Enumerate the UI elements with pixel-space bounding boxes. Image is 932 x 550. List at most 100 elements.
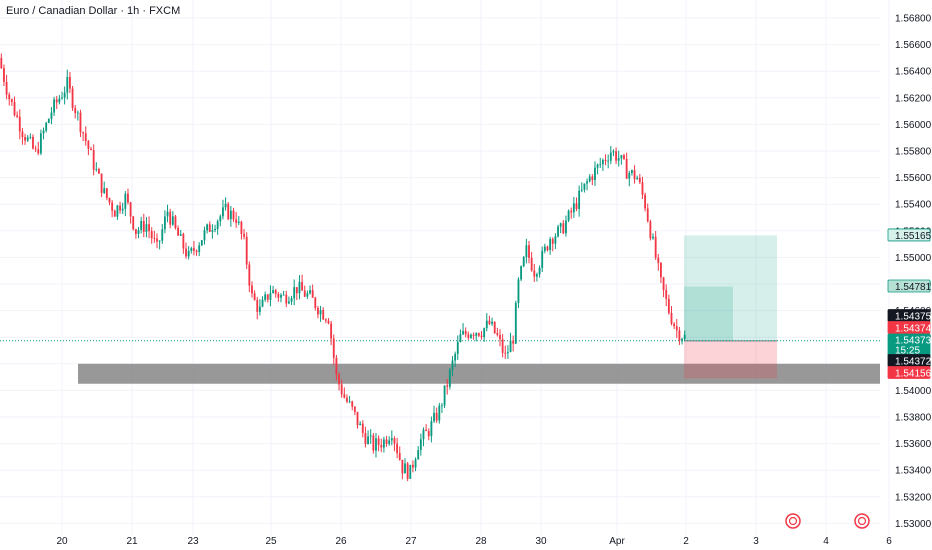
candle-body — [433, 412, 435, 422]
price-tick-label: 1.53000 — [895, 519, 932, 530]
candle-body — [570, 210, 573, 213]
candle-body — [330, 323, 333, 339]
candle-body — [623, 155, 625, 159]
candle-body — [641, 182, 644, 195]
candle-body — [187, 250, 190, 257]
candle-body — [456, 342, 459, 354]
candle-body — [42, 130, 45, 134]
candle-body — [111, 202, 114, 211]
candle-body — [633, 170, 636, 180]
candle-body — [332, 338, 335, 358]
candle-body — [681, 338, 683, 341]
candle-body — [10, 99, 13, 102]
price-tick-label: 1.53200 — [895, 492, 932, 503]
price-badge-text: 1.54373 — [895, 336, 932, 347]
candle-body — [496, 333, 499, 336]
candle-body — [411, 464, 414, 468]
candle-body — [377, 438, 380, 445]
candle-body — [55, 99, 58, 103]
candle-body — [280, 294, 282, 298]
candle-body — [113, 210, 116, 217]
candle-body — [385, 439, 388, 444]
candle-body — [142, 220, 145, 232]
candle-body — [253, 293, 256, 300]
candle-body — [32, 136, 34, 149]
candle-body — [472, 334, 475, 336]
time-axis[interactable]: 20 21 23 25 26 27 28 30 Apr 2 3 4 6 — [56, 536, 892, 547]
event-icon[interactable] — [854, 513, 870, 529]
time-tick-label: 23 — [187, 536, 199, 547]
candle-body — [612, 151, 615, 153]
event-icon[interactable] — [785, 513, 801, 529]
candle-body — [303, 290, 306, 297]
candle-body — [245, 236, 248, 265]
symbol-title[interactable]: Euro / Canadian Dollar · 1h · FXCM — [6, 5, 181, 17]
candle-body — [567, 210, 570, 221]
price-tick-label: 1.53400 — [895, 466, 932, 477]
candle-body — [665, 290, 668, 299]
price-badge-text: 1.55165 — [895, 231, 932, 242]
price-tick-label: 1.56600 — [895, 40, 932, 51]
candle-body — [129, 202, 132, 217]
candle-body — [103, 188, 106, 193]
candle-body — [150, 231, 153, 239]
candle-body — [467, 334, 470, 338]
candle-body — [309, 290, 311, 294]
price-badge-text: 1.54374 — [895, 324, 932, 335]
candle-body — [454, 353, 457, 361]
time-tick-label: 26 — [335, 536, 347, 547]
long-position-tool[interactable] — [684, 235, 777, 379]
candle-body — [340, 384, 343, 395]
candle-body — [5, 81, 8, 95]
candle-body — [509, 340, 512, 353]
candle-body — [390, 438, 393, 441]
candle-body — [256, 299, 259, 312]
candle-body — [414, 459, 417, 468]
candle-body — [287, 301, 290, 304]
candle-body — [499, 335, 501, 340]
candle-body — [644, 194, 647, 209]
candle-body — [293, 287, 296, 299]
price-axis[interactable]: 1.56800 1.56600 1.56400 1.56200 1.56000 1.558… — [895, 14, 932, 530]
price-badge-countdown: 15:25 — [895, 346, 920, 357]
candle-body — [483, 328, 486, 338]
candle-body — [290, 298, 293, 302]
candle-body — [530, 257, 533, 271]
candle-body — [541, 250, 544, 268]
candle-body — [174, 216, 177, 228]
candle-body — [182, 234, 185, 249]
candle-body — [367, 436, 369, 444]
candle-body — [195, 250, 198, 253]
candle-body — [71, 88, 74, 109]
candle-body — [359, 423, 362, 426]
candle-body — [607, 160, 610, 162]
candle-body — [636, 177, 639, 180]
candle-body — [134, 229, 137, 234]
candle-body — [485, 320, 488, 329]
candle-body — [227, 203, 230, 220]
candle-body — [565, 220, 567, 234]
candle-body — [274, 290, 277, 294]
candle-body — [45, 122, 48, 131]
time-tick-label: 25 — [265, 536, 277, 547]
candle-body — [649, 221, 652, 239]
candle-body — [108, 197, 111, 203]
candle-body — [190, 248, 193, 251]
candle-body — [575, 203, 578, 209]
candle-body — [617, 158, 620, 161]
candle-body — [169, 211, 172, 225]
candle-body — [660, 262, 662, 278]
price-badge-target — [887, 279, 931, 293]
support-zone[interactable] — [78, 363, 880, 384]
candle-body — [628, 173, 631, 179]
candle-body — [37, 149, 40, 154]
candle-body — [232, 210, 235, 220]
candle-body — [427, 430, 430, 437]
candle-body — [372, 435, 375, 451]
candle-body — [572, 203, 575, 213]
candle-body — [206, 224, 209, 231]
candle-body — [441, 405, 443, 407]
price-badge-stop-loss — [887, 366, 931, 379]
